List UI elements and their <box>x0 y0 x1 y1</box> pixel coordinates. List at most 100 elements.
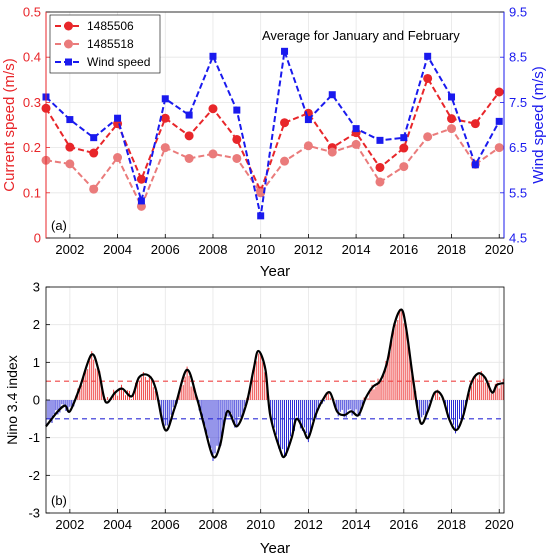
panel-b-y-axis-label: Nino 3.4 index <box>4 355 20 445</box>
panel-a-left-y-tick-label: 0 <box>34 231 41 246</box>
panel-a-label: (a) <box>51 218 67 233</box>
current-speed-point-1485506 <box>280 118 290 128</box>
wind-speed-point <box>209 52 217 60</box>
panel-a-legend: 1485506 1485518 Wind speed <box>49 14 161 74</box>
wind-speed-point <box>328 91 336 99</box>
panel-a-left-y-tick-label: 0.2 <box>23 140 41 155</box>
panel-a-x-tick-label: 2002 <box>55 242 84 257</box>
series-line-1485518 <box>45 127 500 209</box>
legend-label-1485518: 1485518 <box>87 37 134 51</box>
panel-a-x-tick-label: 2014 <box>342 242 371 257</box>
panel-b-thresholds <box>46 380 504 420</box>
current-speed-point-1485506 <box>494 87 504 97</box>
current-speed-point-1485518 <box>303 141 313 151</box>
wind-speed-point <box>352 125 360 133</box>
panel-a-right-y-tick-label: 8.5 <box>509 50 527 65</box>
panel-b-x-tick-label: 2012 <box>294 517 323 532</box>
current-speed-point-1485506 <box>65 142 75 152</box>
current-speed-point-1485518 <box>375 177 385 187</box>
panel-b-x-ticks: 2002 2004 2006 2008 2010 2012 2014 2016 2018 2020 <box>55 509 514 532</box>
wind-speed-point <box>400 134 408 142</box>
panel-a-left-y-tick-label: 0.1 <box>23 185 41 200</box>
current-speed-point-1485518 <box>494 143 504 153</box>
panel-a-current-wind-chart: 2002 2004 2006 2008 2010 2012 2014 2016 2018 2020… <box>1 5 547 281</box>
panel-a-series <box>41 47 504 220</box>
panel-b-x-tick-label: 2006 <box>151 517 180 532</box>
panel-a-x-tick-label: 2016 <box>389 242 418 257</box>
panel-a-annotation: Average for January and February <box>262 28 460 43</box>
current-speed-point-1485518 <box>256 188 266 198</box>
wind-speed-point <box>137 197 145 205</box>
nino-index-smoothed-line <box>45 308 505 459</box>
current-speed-point-1485506 <box>89 148 99 158</box>
panel-b-y-tick-label: 0 <box>33 393 40 408</box>
wind-speed-point <box>66 116 74 124</box>
panel-b-nino-index-chart: 2002 2004 2006 2008 2010 2012 2014 2016 2018 2020… <box>4 280 514 558</box>
panel-a-right-axis-label: Wind speed (m/s) <box>530 66 547 184</box>
wind-speed-point <box>495 117 503 125</box>
current-speed-point-1485518 <box>399 162 409 172</box>
panel-b-y-tick-label: 3 <box>33 280 40 295</box>
wind-speed-point <box>185 111 193 119</box>
panel-b-label: (b) <box>51 493 67 508</box>
panel-b-x-axis-label: Year <box>260 540 290 557</box>
panel-a-x-axis-label: Year <box>260 263 290 280</box>
panel-a-x-tick-label: 2006 <box>151 242 180 257</box>
current-speed-point-1485518 <box>208 149 218 159</box>
panel-b-x-tick-label: 2004 <box>103 517 132 532</box>
wind-speed-point <box>424 52 432 60</box>
panel-b-x-tick-label: 2018 <box>437 517 466 532</box>
current-speed-point-1485506 <box>447 114 457 124</box>
current-speed-point-1485506 <box>136 174 146 184</box>
current-speed-point-1485518 <box>327 147 337 157</box>
current-speed-point-1485506 <box>470 119 480 129</box>
legend-label-1485506: 1485506 <box>87 19 134 33</box>
legend-marker-square <box>65 58 72 66</box>
panel-a-right-y-ticks: 4.5 5.5 6.5 7.5 8.5 9.5 <box>500 5 527 246</box>
current-speed-point-1485518 <box>351 139 361 149</box>
panel-b-y-tick-label: 2 <box>33 317 40 332</box>
legend-entry-1485506: 1485506 <box>55 19 134 33</box>
panel-b-x-tick-label: 2010 <box>246 517 275 532</box>
wind-speed-point <box>161 95 169 103</box>
panel-b-y-tick-label: -2 <box>28 468 40 483</box>
panel-a-left-y-tick-label: 0.3 <box>23 95 41 110</box>
wind-speed-point <box>233 106 241 114</box>
legend-entry-wind-speed: Wind speed <box>55 55 150 69</box>
legend-entry-1485518: 1485518 <box>55 37 134 51</box>
panel-b-frame <box>45 286 505 514</box>
current-speed-point-1485506 <box>423 73 433 83</box>
legend-label-wind-speed: Wind speed <box>87 55 150 69</box>
current-speed-point-1485518 <box>65 159 75 169</box>
panel-a-x-ticks: 2002 2004 2006 2008 2010 2012 2014 2016 2018 2020 <box>55 234 514 257</box>
current-speed-point-1485518 <box>89 184 99 194</box>
panel-a-right-y-tick-label: 7.5 <box>509 95 527 110</box>
panel-a-x-tick-label: 2004 <box>103 242 132 257</box>
current-speed-point-1485506 <box>184 131 194 141</box>
wind-speed-point <box>257 212 265 220</box>
wind-speed-point <box>114 114 122 122</box>
panel-a-x-tick-label: 2010 <box>246 242 275 257</box>
legend-marker-circle <box>64 39 73 49</box>
panel-a-left-axis-label: Current speed (m/s) <box>1 58 18 191</box>
panel-b-y-tick-label: -3 <box>28 506 40 521</box>
current-speed-point-1485518 <box>423 132 433 142</box>
panel-a-x-tick-label: 2018 <box>437 242 466 257</box>
panel-a-left-y-ticks: 0 0.1 0.2 0.3 0.4 0.5 <box>23 5 50 246</box>
panel-b-y-tick-label: 1 <box>33 355 40 370</box>
panel-b-y-tick-label: -1 <box>28 430 40 445</box>
panel-b-smoothed-curve <box>45 308 505 459</box>
panel-a-x-tick-label: 2012 <box>294 242 323 257</box>
current-speed-point-1485518 <box>232 153 242 163</box>
panel-b-x-tick-label: 2016 <box>389 517 418 532</box>
current-speed-point-1485518 <box>280 156 290 166</box>
wind-speed-point <box>471 161 479 169</box>
panel-a-left-y-tick-label: 0.4 <box>23 50 41 65</box>
wind-speed-point <box>376 136 384 144</box>
wind-speed-point <box>281 47 289 55</box>
current-speed-point-1485518 <box>113 153 123 163</box>
panel-a-right-y-tick-label: 5.5 <box>509 185 527 200</box>
current-speed-point-1485506 <box>399 143 409 153</box>
panel-a-left-y-tick-label: 0.5 <box>23 5 41 20</box>
panel-a-x-tick-label: 2020 <box>485 242 514 257</box>
